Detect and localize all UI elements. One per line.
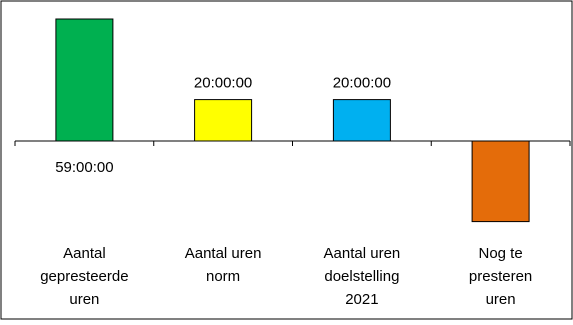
category-label-3: Aantal uren (324, 245, 401, 262)
data-label-1: 59:00:00 (55, 159, 113, 176)
bar-1 (55, 18, 114, 142)
category-label-1: uren (69, 291, 99, 308)
category-label-4: Nog te (478, 245, 522, 262)
data-label-2: 20:00:00 (194, 75, 252, 92)
category-label-1: Aantal (63, 245, 106, 262)
category-label-2: Aantal uren (185, 245, 262, 262)
bar-2 (194, 99, 253, 142)
category-label-4: uren (486, 291, 516, 308)
category-label-4: presteren (469, 268, 532, 285)
category-label-3: doelstelling (324, 268, 399, 285)
category-label-2: norm (206, 268, 240, 285)
category-label-1: gepresteerde (40, 268, 128, 285)
data-label-3: 20:00:00 (333, 75, 391, 92)
bar-4 (471, 140, 530, 223)
category-label-3: 2021 (345, 291, 378, 308)
bar-3 (332, 99, 391, 142)
